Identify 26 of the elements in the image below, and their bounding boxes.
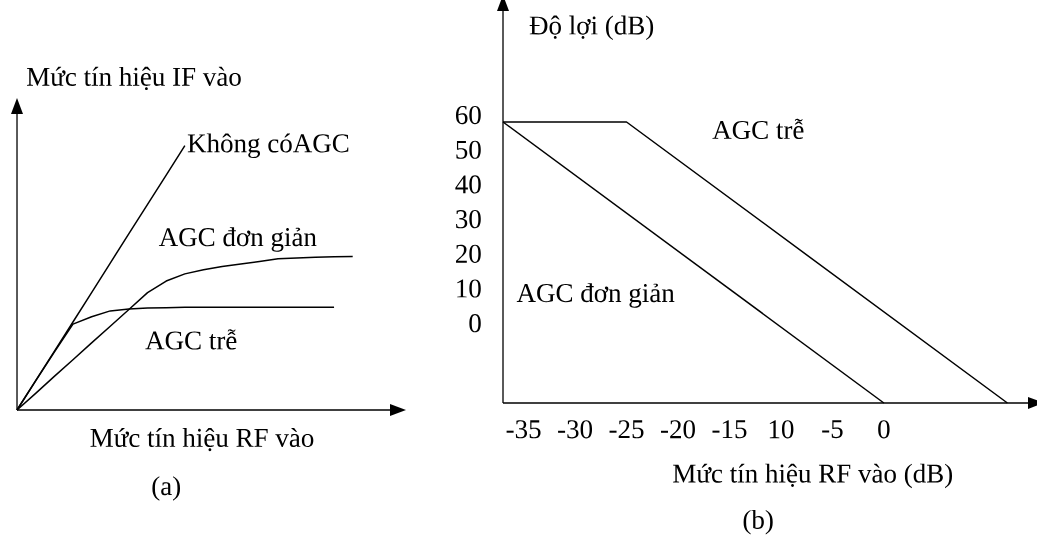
text: (b)	[743, 509, 773, 535]
x-tick-label: -15	[712, 420, 747, 439]
x-tick-label: 10	[769, 420, 794, 439]
y-tick-label: 0	[469, 314, 481, 333]
y-tick-label: 60	[455, 105, 481, 125]
x-tick-label: -35	[506, 420, 541, 439]
series-label: AGC trễ	[145, 329, 237, 350]
series-label: AGC trễ	[712, 118, 804, 140]
series-label: Không cóAGC	[187, 133, 349, 159]
y-tick-label: 50	[456, 140, 481, 159]
y-axis-title: Độ lợi (dB)	[529, 15, 654, 41]
series-label: AGC đơn giản	[516, 283, 675, 308]
x-tick-label: -5	[822, 420, 843, 439]
y-tick-label: 40	[455, 175, 481, 194]
text: (a)	[152, 476, 181, 501]
y-tick-label: 20	[456, 244, 481, 263]
series-label: AGC đơn giản	[158, 227, 317, 252]
x-tick-label: -25	[609, 420, 644, 439]
x-tick-label: -20	[661, 420, 695, 439]
y-tick-label: 10	[457, 279, 481, 298]
x-tick-label: -30	[558, 420, 593, 439]
x-axis-title: Mức tín hiệu RF vào (dB)	[673, 463, 953, 489]
x-tick-label: 0	[878, 420, 890, 439]
x-axis-title: Mức tín hiệu RF vào	[90, 427, 314, 452]
y-tick-label: 30	[456, 210, 481, 229]
y-axis-title: Mức tín hiệu IF vào	[26, 66, 241, 91]
